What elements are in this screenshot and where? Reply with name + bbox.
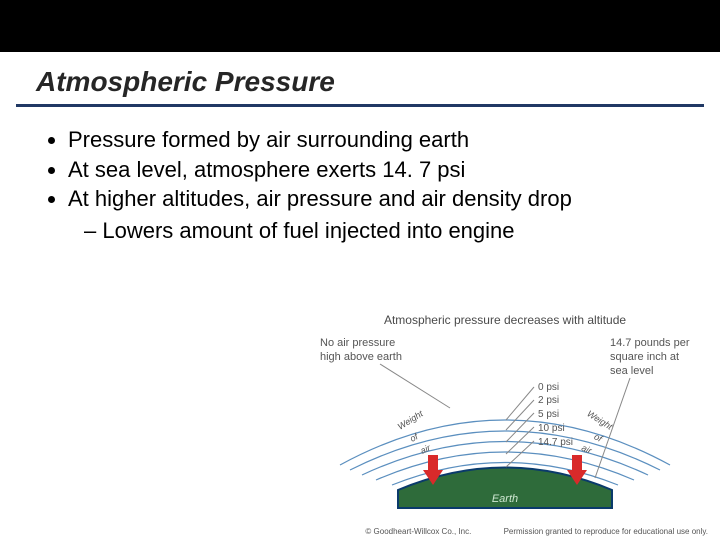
sub-bullet-item: Lowers amount of fuel injected into engi…: [84, 216, 690, 246]
svg-text:air: air: [419, 442, 433, 456]
earth-label: Earth: [492, 493, 518, 505]
copyright-text: © Goodheart-Willcox Co., Inc.: [365, 527, 471, 536]
left-label: high above earth: [320, 351, 402, 363]
bullet-list: Pressure formed by air surrounding earth…: [0, 107, 720, 246]
diagram-caption: Atmospheric pressure decreases with alti…: [384, 313, 626, 327]
slide-title: Atmospheric Pressure: [16, 52, 704, 107]
svg-text:Weight: Weight: [396, 408, 425, 432]
psi-label: 5 psi: [538, 409, 559, 420]
svg-text:Weight: Weight: [585, 408, 614, 432]
left-label: No air pressure: [320, 337, 395, 349]
right-label: sea level: [610, 365, 653, 377]
footer: © Goodheart-Willcox Co., Inc. Permission…: [0, 527, 720, 536]
header-bar: [0, 0, 720, 52]
bullet-item: Pressure formed by air surrounding earth: [68, 125, 690, 155]
atmosphere-diagram: Atmospheric pressure decreases with alti…: [310, 310, 700, 510]
bullet-item: At higher altitudes, air pressure and ai…: [68, 184, 690, 214]
psi-label: 0 psi: [538, 382, 559, 393]
permission-text: Permission granted to reproduce for educ…: [504, 527, 708, 536]
psi-label: 10 psi: [538, 423, 565, 434]
psi-label: 2 psi: [538, 395, 559, 406]
bullet-item: At sea level, atmosphere exerts 14. 7 ps…: [68, 155, 690, 185]
right-label: 14.7 pounds per: [610, 337, 690, 349]
right-label: square inch at: [610, 351, 679, 363]
psi-label: 14.7 psi: [538, 437, 573, 448]
